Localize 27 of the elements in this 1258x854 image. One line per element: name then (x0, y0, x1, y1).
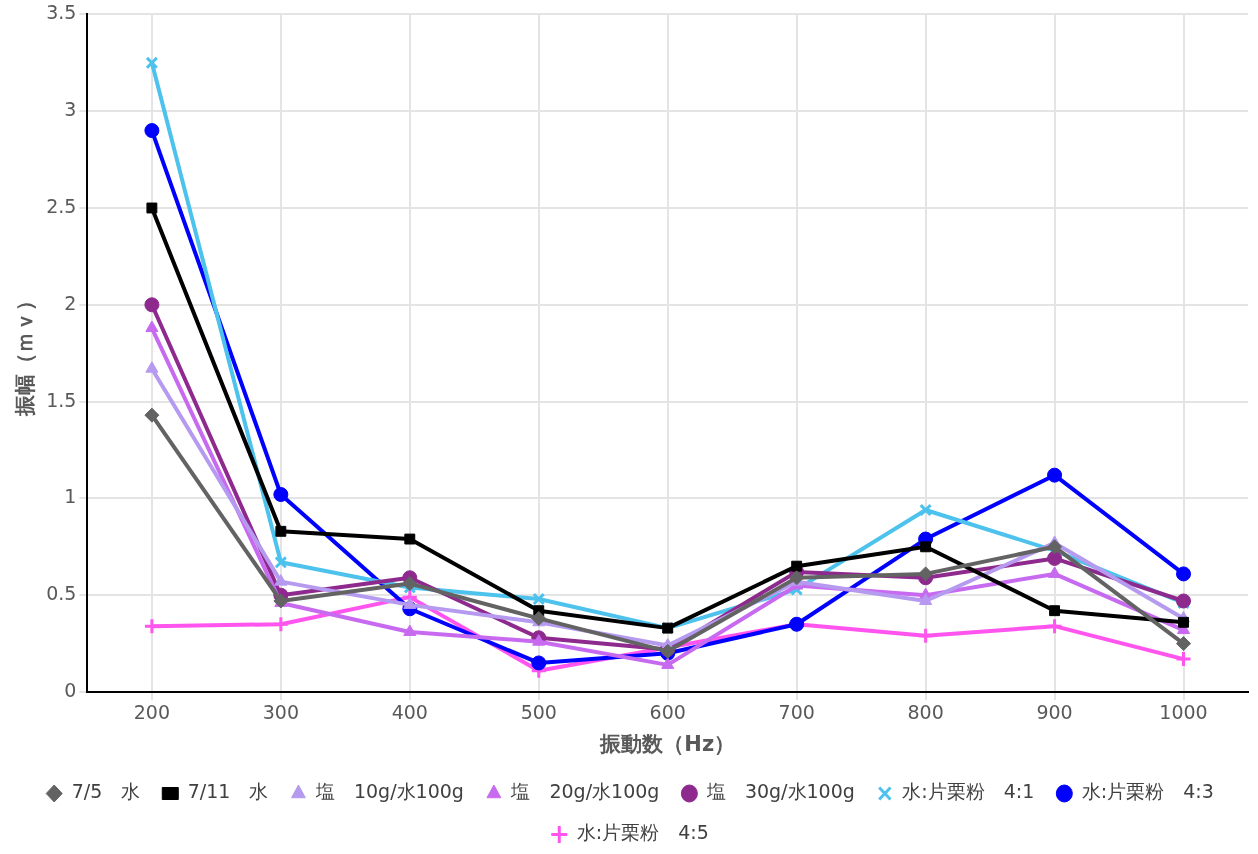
y-tick-label: 2 (64, 291, 77, 314)
x-tick-label: 500 (520, 701, 557, 724)
legend-label: 塩 30g/水100g (705, 780, 855, 803)
legend-label: 7/11 水 (187, 780, 269, 803)
x-tick-label: 800 (907, 701, 944, 724)
y-tick-label: 3 (64, 98, 77, 121)
x-axis-title: 振動数（Hz） (599, 731, 736, 756)
y-tick-label: 0.5 (46, 582, 77, 605)
x-tick-label: 600 (649, 701, 686, 724)
y-tick-label: 3.5 (46, 1, 77, 24)
x-tick-label: 700 (778, 701, 815, 724)
x-tick-label: 300 (262, 701, 299, 724)
y-axis-title: 振幅（ｍｖ） (13, 290, 38, 418)
x-tick-label: 400 (391, 701, 428, 724)
y-tick-label: 1.5 (46, 388, 77, 411)
x-tick-label: 900 (1036, 701, 1073, 724)
legend-label: 塩 20g/水100g (510, 780, 660, 803)
legend-label: 塩 10g/水100g (314, 780, 464, 803)
legend-label: 水:片栗粉 4:1 (902, 780, 1035, 803)
y-tick-label: 0 (64, 678, 77, 701)
legend-label: 水:片栗粉 4:3 (1081, 780, 1214, 803)
y-tick-label: 1 (64, 485, 77, 508)
x-tick-label: 1000 (1159, 701, 1208, 724)
legend-label: 7/5 水 (71, 780, 141, 803)
x-tick-label: 200 (133, 701, 171, 724)
y-tick-label: 2.5 (46, 194, 77, 217)
legend-label: 水:片栗粉 4:5 (576, 821, 709, 844)
